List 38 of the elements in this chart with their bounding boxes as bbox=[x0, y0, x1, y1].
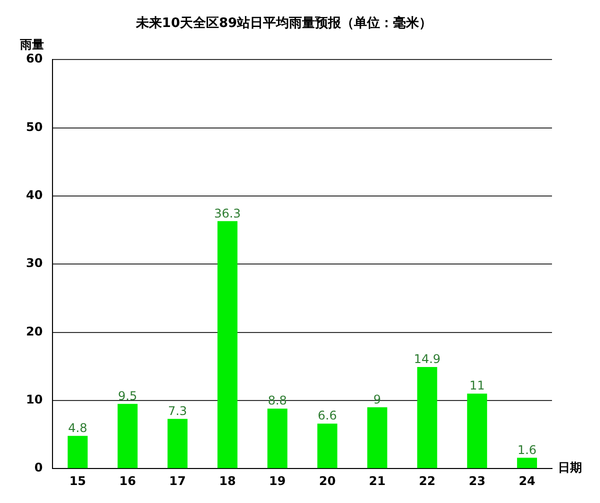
y-tick-label: 60 bbox=[26, 52, 43, 66]
bar bbox=[118, 404, 138, 468]
bar bbox=[168, 418, 188, 468]
y-tick-label: 30 bbox=[26, 256, 43, 270]
y-tick-label: 40 bbox=[26, 188, 43, 202]
bar bbox=[267, 408, 288, 468]
x-tick-label: 23 bbox=[468, 474, 486, 488]
x-axis-title: 日期 bbox=[558, 460, 582, 475]
x-tick-label: 22 bbox=[418, 474, 436, 488]
y-tick-label: 0 bbox=[34, 460, 43, 475]
bar bbox=[367, 407, 388, 468]
y-tick-label: 50 bbox=[26, 120, 43, 134]
x-tick-label: 18 bbox=[219, 474, 236, 488]
y-axis-title: 雨量 bbox=[19, 38, 44, 52]
data-label: 14.9 bbox=[414, 352, 441, 366]
bar bbox=[467, 394, 488, 468]
x-tick-label: 19 bbox=[269, 474, 286, 488]
y-tick-label: 20 bbox=[26, 324, 43, 338]
data-label: 6.6 bbox=[318, 408, 337, 423]
bar bbox=[317, 424, 338, 468]
chart-title: 未来10天全区89站日平均雨量预报（单位：毫米） bbox=[134, 15, 432, 32]
x-tick-label: 16 bbox=[119, 474, 136, 488]
x-tick-label: 17 bbox=[169, 474, 186, 488]
bar bbox=[417, 367, 438, 468]
x-tick-label: 24 bbox=[518, 474, 536, 488]
x-tick-label: 15 bbox=[69, 474, 86, 488]
data-label: 11 bbox=[469, 378, 485, 393]
data-label: 36.3 bbox=[214, 206, 241, 220]
data-label: 9.5 bbox=[118, 388, 138, 403]
bar bbox=[217, 221, 238, 468]
bar bbox=[68, 436, 88, 468]
x-tick-label: 20 bbox=[318, 474, 336, 488]
y-tick-label: 10 bbox=[26, 392, 43, 407]
data-label: 4.8 bbox=[68, 421, 88, 436]
bar bbox=[517, 458, 538, 468]
data-label: 7.3 bbox=[168, 404, 188, 418]
data-label: 1.6 bbox=[517, 442, 537, 457]
x-tick-label: 21 bbox=[368, 474, 386, 488]
